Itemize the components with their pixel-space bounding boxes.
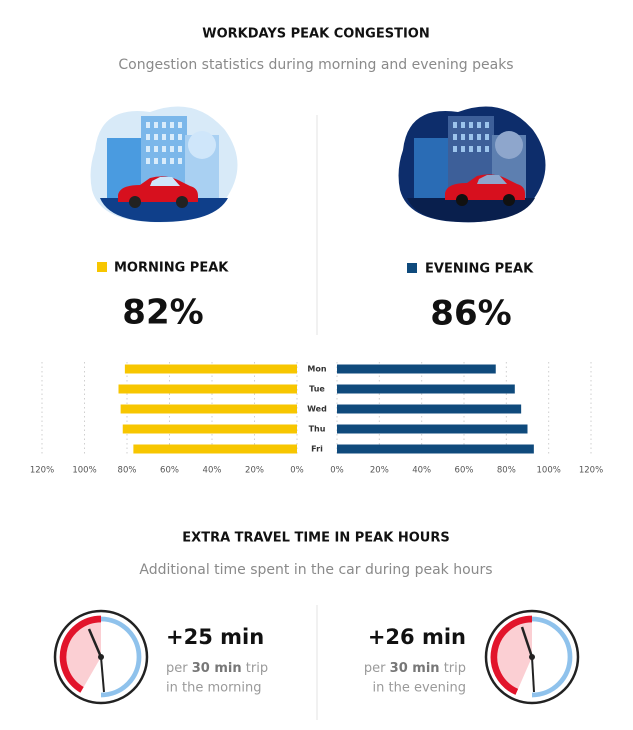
title: WORKDAYS PEAK CONGESTION	[202, 27, 429, 42]
x-tick-label: 20%	[370, 466, 389, 476]
chart: 0% 0% 20% 20% 40% 40% 60% 60% 80% 80% 100% 100% 120%…	[30, 362, 603, 476]
note-text: trip	[246, 661, 268, 676]
extra-note: in the morning	[166, 681, 262, 696]
note-text: trip	[444, 661, 466, 676]
note-bold: 30 min	[192, 661, 242, 676]
bar	[118, 384, 297, 394]
note-bold: 30 min	[390, 661, 440, 676]
x-tick-label: 40%	[412, 466, 431, 476]
morning-value: 82%	[122, 293, 203, 333]
category-label: Tue	[309, 385, 325, 394]
x-tick-label: 100%	[72, 466, 96, 476]
x-tick-label: 40%	[203, 466, 222, 476]
section-subtitle: Additional time spent in the car during …	[139, 562, 492, 578]
extra-value: +25 min	[166, 625, 264, 649]
evening-value: 86%	[430, 294, 511, 334]
category-label: Thu	[309, 425, 326, 434]
legend-swatch	[97, 262, 107, 272]
x-tick-label: 0%	[290, 466, 304, 476]
x-tick-label: 60%	[455, 466, 474, 476]
extra-note: per 30 min trip	[166, 661, 268, 676]
bar	[133, 444, 297, 454]
category-label: Mon	[307, 365, 326, 374]
category-label: Wed	[307, 405, 327, 414]
subtitle: Congestion statistics during morning and…	[118, 57, 513, 73]
bar	[120, 404, 297, 414]
bar	[122, 424, 297, 434]
section-title: EXTRA TRAVEL TIME IN PEAK HOURS	[182, 531, 449, 546]
x-tick-label: 100%	[537, 466, 561, 476]
extra-note: in the evening	[373, 681, 466, 696]
bar	[337, 384, 515, 394]
category-label: Fri	[311, 445, 323, 454]
x-tick-label: 80%	[497, 466, 516, 476]
x-tick-label: 120%	[579, 466, 603, 476]
legend-label: EVENING PEAK	[425, 262, 534, 277]
x-tick-label: 60%	[160, 466, 179, 476]
bar	[337, 424, 528, 434]
note-text: per	[166, 661, 188, 676]
note-text: per	[364, 661, 386, 676]
bar	[337, 364, 496, 374]
legend-label: MORNING PEAK	[114, 261, 229, 276]
extra-note: per 30 min trip	[364, 661, 466, 676]
morning-illustration	[90, 106, 238, 223]
x-tick-label: 0%	[330, 466, 344, 476]
clock	[484, 609, 580, 705]
extra-value: +26 min	[368, 625, 466, 649]
legend-swatch	[407, 263, 417, 273]
x-tick-label: 80%	[118, 466, 137, 476]
bar	[337, 444, 534, 454]
bar	[337, 404, 522, 414]
x-tick-label: 120%	[30, 466, 54, 476]
bar	[124, 364, 297, 374]
evening-illustration	[398, 106, 546, 223]
clock	[53, 609, 149, 705]
x-tick-label: 20%	[245, 466, 264, 476]
